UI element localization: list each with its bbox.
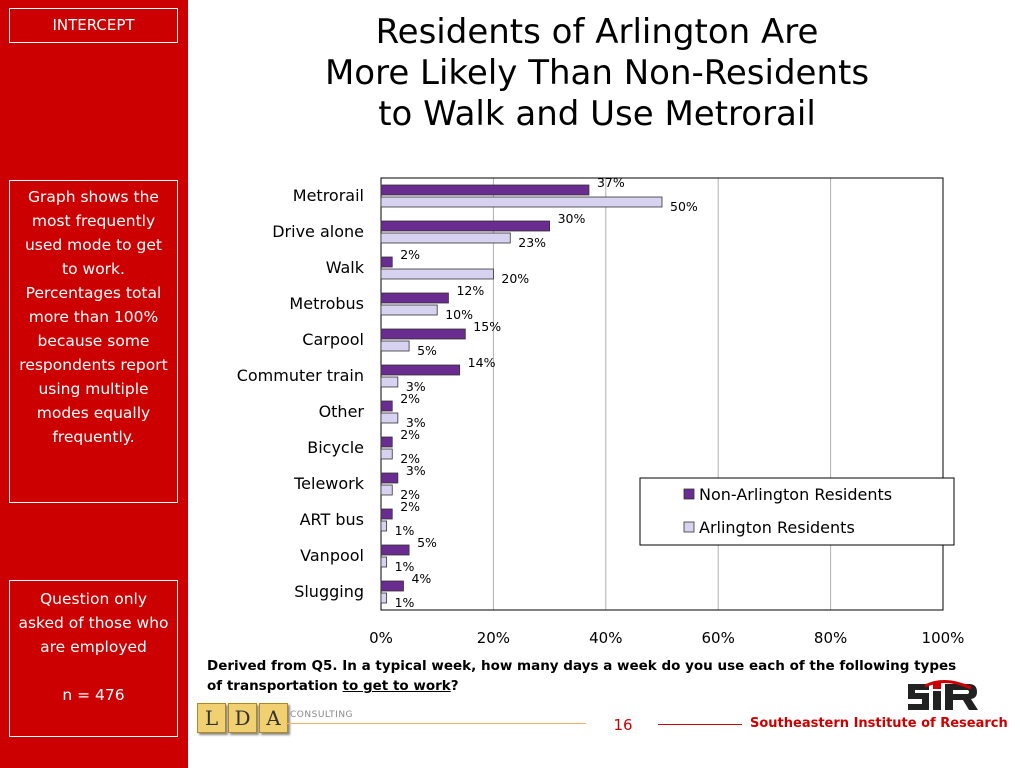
data-label: 1% xyxy=(395,595,415,610)
data-label: 2% xyxy=(400,391,420,406)
bar xyxy=(380,592,388,604)
bar xyxy=(380,304,438,316)
category-label: Walk xyxy=(326,258,365,277)
footnote-end: ? xyxy=(450,678,459,694)
question-note-box: Question only asked of those who are emp… xyxy=(9,580,178,737)
title-line-2: More Likely Than Non-Residents xyxy=(324,53,870,93)
sir-logo-icon xyxy=(908,680,978,710)
data-label: 30% xyxy=(558,211,586,226)
category-label: Carpool xyxy=(302,330,364,349)
bar-chart: 0% 20% 40% 60% 80% 100% Metrorail 37% 50% Drive a… xyxy=(237,175,965,647)
bar xyxy=(380,484,393,496)
data-label: 5% xyxy=(417,535,437,550)
data-label: 1% xyxy=(395,559,415,574)
category-label: Metrorail xyxy=(293,186,364,205)
category-label: Drive alone xyxy=(272,222,364,241)
x-tick-label: 80% xyxy=(814,629,847,647)
category-label: Telework xyxy=(293,474,365,493)
footnote-text: Derived from Q5. In a typical week, how … xyxy=(207,658,957,694)
footnote-underlined: to get to work xyxy=(342,678,451,694)
page-number: 16 xyxy=(613,716,633,734)
plot-area xyxy=(380,177,944,611)
category-label: Other xyxy=(319,402,365,421)
title-line-1: Residents of Arlington Are xyxy=(375,12,819,52)
bar xyxy=(380,520,388,532)
category-label: Metrobus xyxy=(289,294,364,313)
bar xyxy=(380,232,511,244)
bar xyxy=(380,544,410,556)
x-tick-label: 40% xyxy=(589,629,622,647)
data-label: 2% xyxy=(400,427,420,442)
data-label: 10% xyxy=(445,307,473,322)
data-label: 3% xyxy=(406,379,426,394)
category-label: Commuter train xyxy=(237,366,364,385)
bar xyxy=(380,376,399,388)
data-label: 1% xyxy=(395,523,415,538)
legend-swatch xyxy=(683,521,695,533)
bar xyxy=(380,472,399,484)
bar xyxy=(380,412,399,424)
slide-title: Residents of Arlington Are More Likely T… xyxy=(212,12,982,135)
bar xyxy=(380,364,461,376)
data-label: 2% xyxy=(400,247,420,262)
title-line-3: to Walk and Use Metrorail xyxy=(378,94,816,134)
x-tick-label: 100% xyxy=(922,629,965,647)
question-note: Question only asked of those who are emp… xyxy=(18,590,169,656)
data-label: 4% xyxy=(411,571,431,586)
bar xyxy=(380,508,393,520)
x-tick-label: 20% xyxy=(477,629,510,647)
bar xyxy=(380,400,393,412)
bar xyxy=(380,328,466,340)
data-label: 2% xyxy=(400,451,420,466)
legend-label: Non-Arlington Residents xyxy=(699,485,892,504)
lda-letter-l: L xyxy=(197,703,226,733)
bar xyxy=(380,268,494,280)
data-label: 50% xyxy=(670,199,698,214)
bar xyxy=(380,220,551,232)
x-tick-label: 0% xyxy=(369,629,393,647)
data-label: 37% xyxy=(597,175,625,190)
category-label: Bicycle xyxy=(307,438,364,457)
lda-letter-d: D xyxy=(228,703,257,733)
sample-size: n = 476 xyxy=(62,686,125,704)
bar xyxy=(380,196,663,208)
bar xyxy=(380,184,590,196)
lda-letter-a: A xyxy=(259,703,288,733)
bar xyxy=(380,256,393,268)
graph-note: Graph shows the most frequently used mod… xyxy=(9,180,178,503)
data-label: 2% xyxy=(400,487,420,502)
footnote: Derived from Q5. In a typical week, how … xyxy=(207,656,967,696)
sidebar: INTERCEPT Graph shows the most frequentl… xyxy=(0,0,188,768)
data-label: 3% xyxy=(406,463,426,478)
bar xyxy=(380,448,393,460)
footer-divider-left xyxy=(286,723,586,724)
data-label: 2% xyxy=(400,499,420,514)
bar xyxy=(380,580,404,592)
legend-label: Arlington Residents xyxy=(699,518,855,537)
data-label: 23% xyxy=(518,235,546,250)
category-label: ART bus xyxy=(300,510,364,529)
x-tick-label: 60% xyxy=(702,629,735,647)
section-tag: INTERCEPT xyxy=(9,8,178,43)
category-label: Vanpool xyxy=(300,546,364,565)
legend-swatch xyxy=(683,488,695,500)
bar xyxy=(380,556,388,568)
footer-divider-right xyxy=(658,724,742,725)
data-label: 14% xyxy=(468,355,496,370)
organization-name: Southeastern Institute of Research xyxy=(750,716,1008,731)
data-label: 20% xyxy=(501,271,529,286)
bar xyxy=(380,292,449,304)
category-label: Slugging xyxy=(294,582,364,601)
data-label: 12% xyxy=(456,283,484,298)
data-label: 3% xyxy=(406,415,426,430)
data-label: 15% xyxy=(473,319,501,334)
data-label: 5% xyxy=(417,343,437,358)
bar xyxy=(380,340,410,352)
bar xyxy=(380,436,393,448)
consulting-label: CONSULTING xyxy=(290,710,354,720)
